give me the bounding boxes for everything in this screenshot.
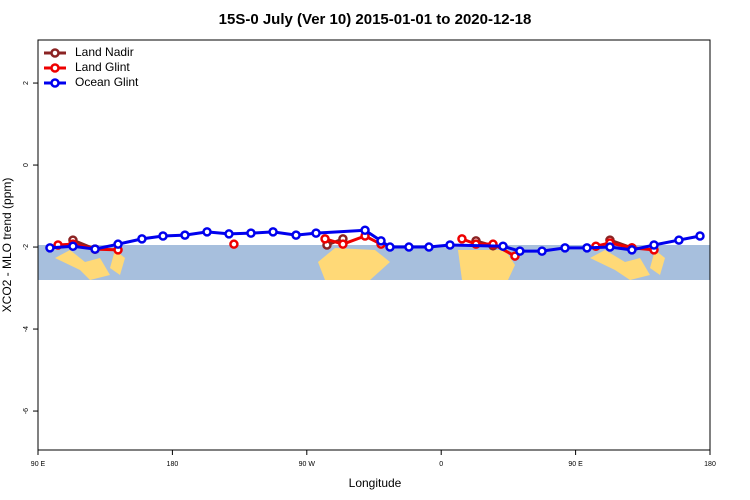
data-point [376,236,386,246]
data-point [68,241,78,251]
data-point [457,234,467,244]
data-point [404,242,414,252]
data-point [445,240,455,250]
data-point [268,227,278,237]
data-point [137,234,147,244]
x-tick-label: 0 [439,461,443,468]
land [458,250,515,280]
legend-label: Ocean Glint [75,75,139,89]
data-point [627,245,637,255]
data-point [224,229,234,239]
legend-marker [50,78,60,88]
chart-title: 15S-0 July (Ver 10) 2015-01-01 to 2020-1… [219,11,532,28]
data-point [90,244,100,254]
x-tick-label: 90 E [568,461,583,468]
data-point [202,227,212,237]
data-point [649,240,659,250]
legend-label: Land Nadir [75,45,134,59]
y-axis-label: XCO2 - MLO trend (ppm) [0,178,14,313]
data-point [498,241,508,251]
data-point [560,243,570,253]
y-tick-label: 0 [23,163,30,167]
legend-label: Land Glint [75,60,130,74]
x-tick-label: 90 E [31,461,46,468]
data-point [158,231,168,241]
data-point [515,246,525,256]
data-point [113,239,123,249]
y-tick-label: -2 [23,244,30,250]
data-point [605,242,615,252]
data-point [424,242,434,252]
land [55,250,125,280]
data-point [45,243,55,253]
data-point [360,225,370,235]
data-point [338,239,348,249]
data-point [320,234,330,244]
data-point [537,246,547,256]
x-tick-label: 90 W [299,461,316,468]
land [590,250,665,280]
y-tick-label: -4 [23,326,30,332]
x-tick-label: 180 [167,461,179,468]
data-point [180,230,190,240]
plot-frame [37,39,711,451]
data-point [695,231,705,241]
y-tick-label: -6 [23,408,30,414]
legend-marker [50,48,60,58]
data-point [291,230,301,240]
data-point [311,228,321,238]
data-point [229,239,239,249]
land [318,248,390,280]
map-background [38,245,710,280]
data-point [582,243,592,253]
data-point [674,235,684,245]
x-tick-label: 180 [704,461,716,468]
data-point [385,242,395,252]
y-tick-label: 2 [23,81,30,85]
x-axis-label: Longitude [349,476,402,490]
legend-marker [50,63,60,73]
data-point [246,228,256,238]
